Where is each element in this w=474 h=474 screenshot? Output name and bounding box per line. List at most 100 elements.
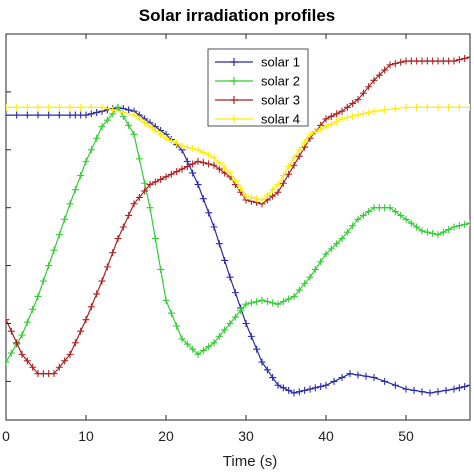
data-point-marker: [269, 186, 277, 194]
data-point-marker: [93, 290, 101, 298]
data-point-marker: [285, 295, 293, 303]
data-point-marker: [45, 262, 53, 270]
legend-entry: solar 4: [215, 112, 300, 127]
data-point-marker: [247, 193, 255, 201]
legend-entries: solar 1 solar 2 solar 3 solar 4: [215, 55, 300, 127]
data-point-marker: [413, 223, 421, 231]
data-point-marker: [146, 181, 154, 189]
data-point-marker: [114, 103, 122, 111]
data-point-marker: [290, 292, 298, 300]
data-point-marker: [290, 161, 298, 169]
data-point-marker: [210, 223, 218, 231]
data-point-marker: [311, 384, 319, 392]
data-point-marker: [391, 60, 399, 68]
data-point-marker: [359, 89, 367, 97]
legend-entry: solar 3: [215, 93, 300, 108]
data-point-marker: [295, 388, 303, 396]
data-point-marker: [317, 258, 325, 266]
data-point-marker: [6, 358, 10, 366]
data-point-marker: [343, 114, 351, 122]
data-point-marker: [381, 66, 389, 74]
data-point-marker: [231, 313, 239, 321]
data-point-marker: [82, 111, 90, 119]
data-point-marker: [183, 143, 191, 151]
data-point-marker: [338, 115, 346, 123]
x-axis-label: Time (s): [223, 453, 277, 470]
data-point-marker: [455, 222, 463, 230]
data-point-marker: [130, 130, 138, 138]
data-point-marker: [87, 303, 95, 311]
data-point-marker: [226, 169, 234, 177]
data-point-marker: [125, 106, 133, 114]
data-point-marker: [391, 105, 399, 113]
data-point-marker: [87, 146, 95, 154]
data-point-marker: [205, 343, 213, 351]
data-point-marker: [13, 339, 21, 347]
data-point-marker: [434, 388, 442, 396]
data-point-marker: [23, 357, 31, 365]
data-point-marker: [141, 187, 149, 195]
data-point-marker: [77, 172, 85, 180]
data-point-marker: [274, 381, 282, 389]
data-point-marker: [77, 327, 85, 335]
data-point-marker: [426, 389, 434, 397]
legend-marker: [230, 77, 238, 85]
data-point-marker: [173, 322, 181, 330]
legend: solar 1 solar 2 solar 3 solar 4: [207, 48, 309, 127]
data-point-marker: [306, 385, 314, 393]
data-point-marker: [397, 211, 405, 219]
data-point-marker: [461, 383, 469, 391]
data-point-marker: [258, 196, 266, 204]
data-point-marker: [349, 112, 357, 120]
data-point-marker: [55, 111, 63, 119]
data-point-marker: [194, 157, 202, 165]
data-point-marker: [151, 235, 159, 243]
chart-title: Solar irradiation profiles: [138, 6, 336, 25]
data-point-marker: [450, 385, 458, 393]
data-point-marker: [359, 211, 367, 219]
data-point-marker: [410, 386, 418, 394]
data-point-marker: [263, 298, 271, 306]
data-point-marker: [301, 280, 309, 288]
data-point-marker: [189, 160, 197, 168]
data-point-marker: [61, 215, 69, 223]
data-point-marker: [413, 103, 421, 111]
data-point-marker: [55, 231, 63, 239]
data-point-marker: [189, 345, 197, 353]
data-point-marker: [173, 168, 181, 176]
data-point-marker: [221, 256, 229, 264]
data-point-marker: [338, 235, 346, 243]
data-point-marker: [391, 208, 399, 216]
data-point-marker: [338, 107, 346, 115]
data-point-marker: [418, 388, 426, 396]
series-layer: [6, 53, 470, 397]
data-point-marker: [93, 108, 101, 116]
data-point-marker: [215, 332, 223, 340]
data-point-marker: [375, 71, 383, 79]
data-point-marker: [29, 305, 37, 313]
data-point-marker: [338, 374, 346, 382]
data-point-marker: [135, 155, 143, 163]
data-point-marker: [109, 106, 117, 114]
data-point-marker: [322, 250, 330, 258]
data-point-marker: [66, 103, 74, 111]
data-point-marker: [237, 307, 245, 315]
data-point-marker: [461, 220, 469, 228]
data-point-marker: [274, 188, 282, 196]
x-tick-label: 0: [2, 428, 10, 444]
data-point-marker: [381, 377, 389, 385]
data-point-marker: [82, 316, 90, 324]
data-point-marker: [330, 377, 338, 385]
data-point-marker: [130, 111, 138, 119]
data-point-marker: [242, 300, 250, 308]
data-point-marker: [306, 273, 314, 281]
data-point-marker: [322, 123, 330, 131]
data-point-marker: [349, 222, 357, 230]
data-point-marker: [466, 53, 470, 61]
data-point-marker: [301, 386, 309, 394]
data-point-marker: [141, 119, 149, 127]
data-point-marker: [231, 177, 239, 185]
legend-marker: [230, 58, 238, 66]
data-point-marker: [34, 103, 42, 111]
data-point-marker: [381, 106, 389, 114]
